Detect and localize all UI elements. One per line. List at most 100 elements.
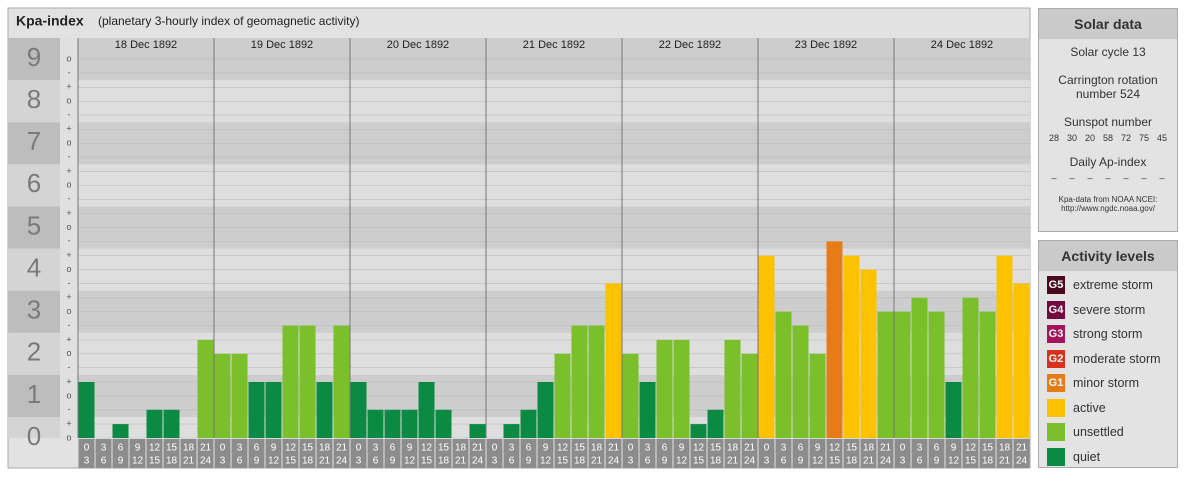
level-label: extreme storm [1073,278,1153,293]
hour-cell [384,439,401,468]
level-label: minor storm [1073,376,1139,391]
hour-label: 15 [574,443,586,454]
hour-label: 12 [149,443,161,454]
hour-label: 12 [812,456,824,467]
bar [231,353,248,438]
hour-label: 15 [438,443,450,454]
hour-label: 0 [492,443,498,454]
hour-cell [673,439,690,468]
minor-tick-label: + [66,376,71,386]
bar [299,325,316,438]
minor-tick-label: - [68,194,71,204]
hour-cell [452,439,469,468]
hour-label: 15 [166,443,178,454]
hour-cell [282,439,299,468]
hour-label: 15 [285,456,297,467]
hour-cell [537,439,554,468]
day-label: 22 Dec 1892 [659,39,721,51]
hour-label: 12 [268,456,280,467]
axis-band [8,206,60,249]
y-tick-label: 6 [27,168,41,198]
hour-label: 18 [166,456,178,467]
bar [265,382,282,438]
bar [1013,283,1030,438]
hour-cell [163,439,180,468]
hour-label: 18 [319,443,331,454]
sunspot-value: 72 [1120,133,1131,143]
hour-label: 15 [982,443,994,454]
hour-label: 15 [149,456,161,467]
hour-cell [877,439,894,468]
bar [163,409,180,438]
minor-tick-label: + [66,250,71,260]
hour-label: 9 [934,456,940,467]
day-label: 23 Dec 1892 [795,39,857,51]
rotation: number 524 [1075,87,1141,101]
y-tick-label: 5 [27,210,41,240]
hour-label: 6 [509,456,515,467]
minor-tick-label: o [66,180,71,190]
hour-label: 3 [900,456,906,467]
hour-label: 3 [84,456,90,467]
level-row: G4 severe storm [1039,298,1177,323]
minor-tick-label: o [66,53,71,63]
level-row: active [1039,396,1177,421]
hour-label: 9 [662,456,668,467]
y-tick-label: 4 [27,252,41,282]
level-label: strong storm [1073,327,1143,342]
bar [554,353,571,438]
sunspot-row: 28 30 20 58 72 75 45 [1039,133,1177,143]
hour-cell [588,439,605,468]
plot: 0123456789o+-o+-o+-o+-o+-o+-o+-o+-o+-o18… [8,38,1030,468]
hour-label: 6 [798,443,804,454]
hour-label: 21 [472,443,484,454]
hour-cell [146,439,163,468]
level-row: G5 extreme storm [1039,273,1177,298]
activity-title: Activity levels [1039,241,1177,271]
hour-label: 9 [135,443,141,454]
level-swatch: G3 [1047,325,1065,344]
axis-band [8,248,60,291]
hour-cell [112,439,129,468]
hour-label: 0 [220,443,226,454]
hour-cell [792,439,809,468]
hour-cell [962,439,979,468]
minor-tick-label: o [66,432,71,442]
hour-label: 15 [421,456,433,467]
hour-label: 18 [846,456,858,467]
bar [826,241,843,438]
hour-cell [299,439,316,468]
hour-label: 15 [693,456,705,467]
bar [401,409,418,438]
ap-value: – [1159,173,1165,183]
hour-label: 6 [254,443,260,454]
day-label: 24 Dec 1892 [931,39,993,51]
hour-cell [503,439,520,468]
hour-label: 18 [863,443,875,454]
level-swatch [1047,398,1065,417]
bar [605,283,622,438]
bar [911,297,928,438]
axis-band [8,80,60,123]
hour-cell [979,439,996,468]
y-tick-label: 0 [27,421,41,451]
hour-cell [758,439,775,468]
level-label: quiet [1073,449,1101,464]
hour-label: 9 [254,456,260,467]
hour-label: 3 [237,443,243,454]
hour-label: 6 [917,456,923,467]
hour-cell [724,439,741,468]
y-tick-label: 1 [27,379,41,409]
hour-label: 6 [781,456,787,467]
hour-label: 21 [1016,443,1028,454]
hour-label: 21 [880,443,892,454]
level-swatch: G2 [1047,349,1065,368]
hour-label: 9 [679,443,685,454]
hour-cell [333,439,350,468]
bar [673,339,690,438]
hour-cell [996,439,1013,468]
minor-column [60,38,78,438]
hour-label: 21 [727,456,739,467]
hour-label: 12 [829,443,841,454]
bar [197,339,214,438]
